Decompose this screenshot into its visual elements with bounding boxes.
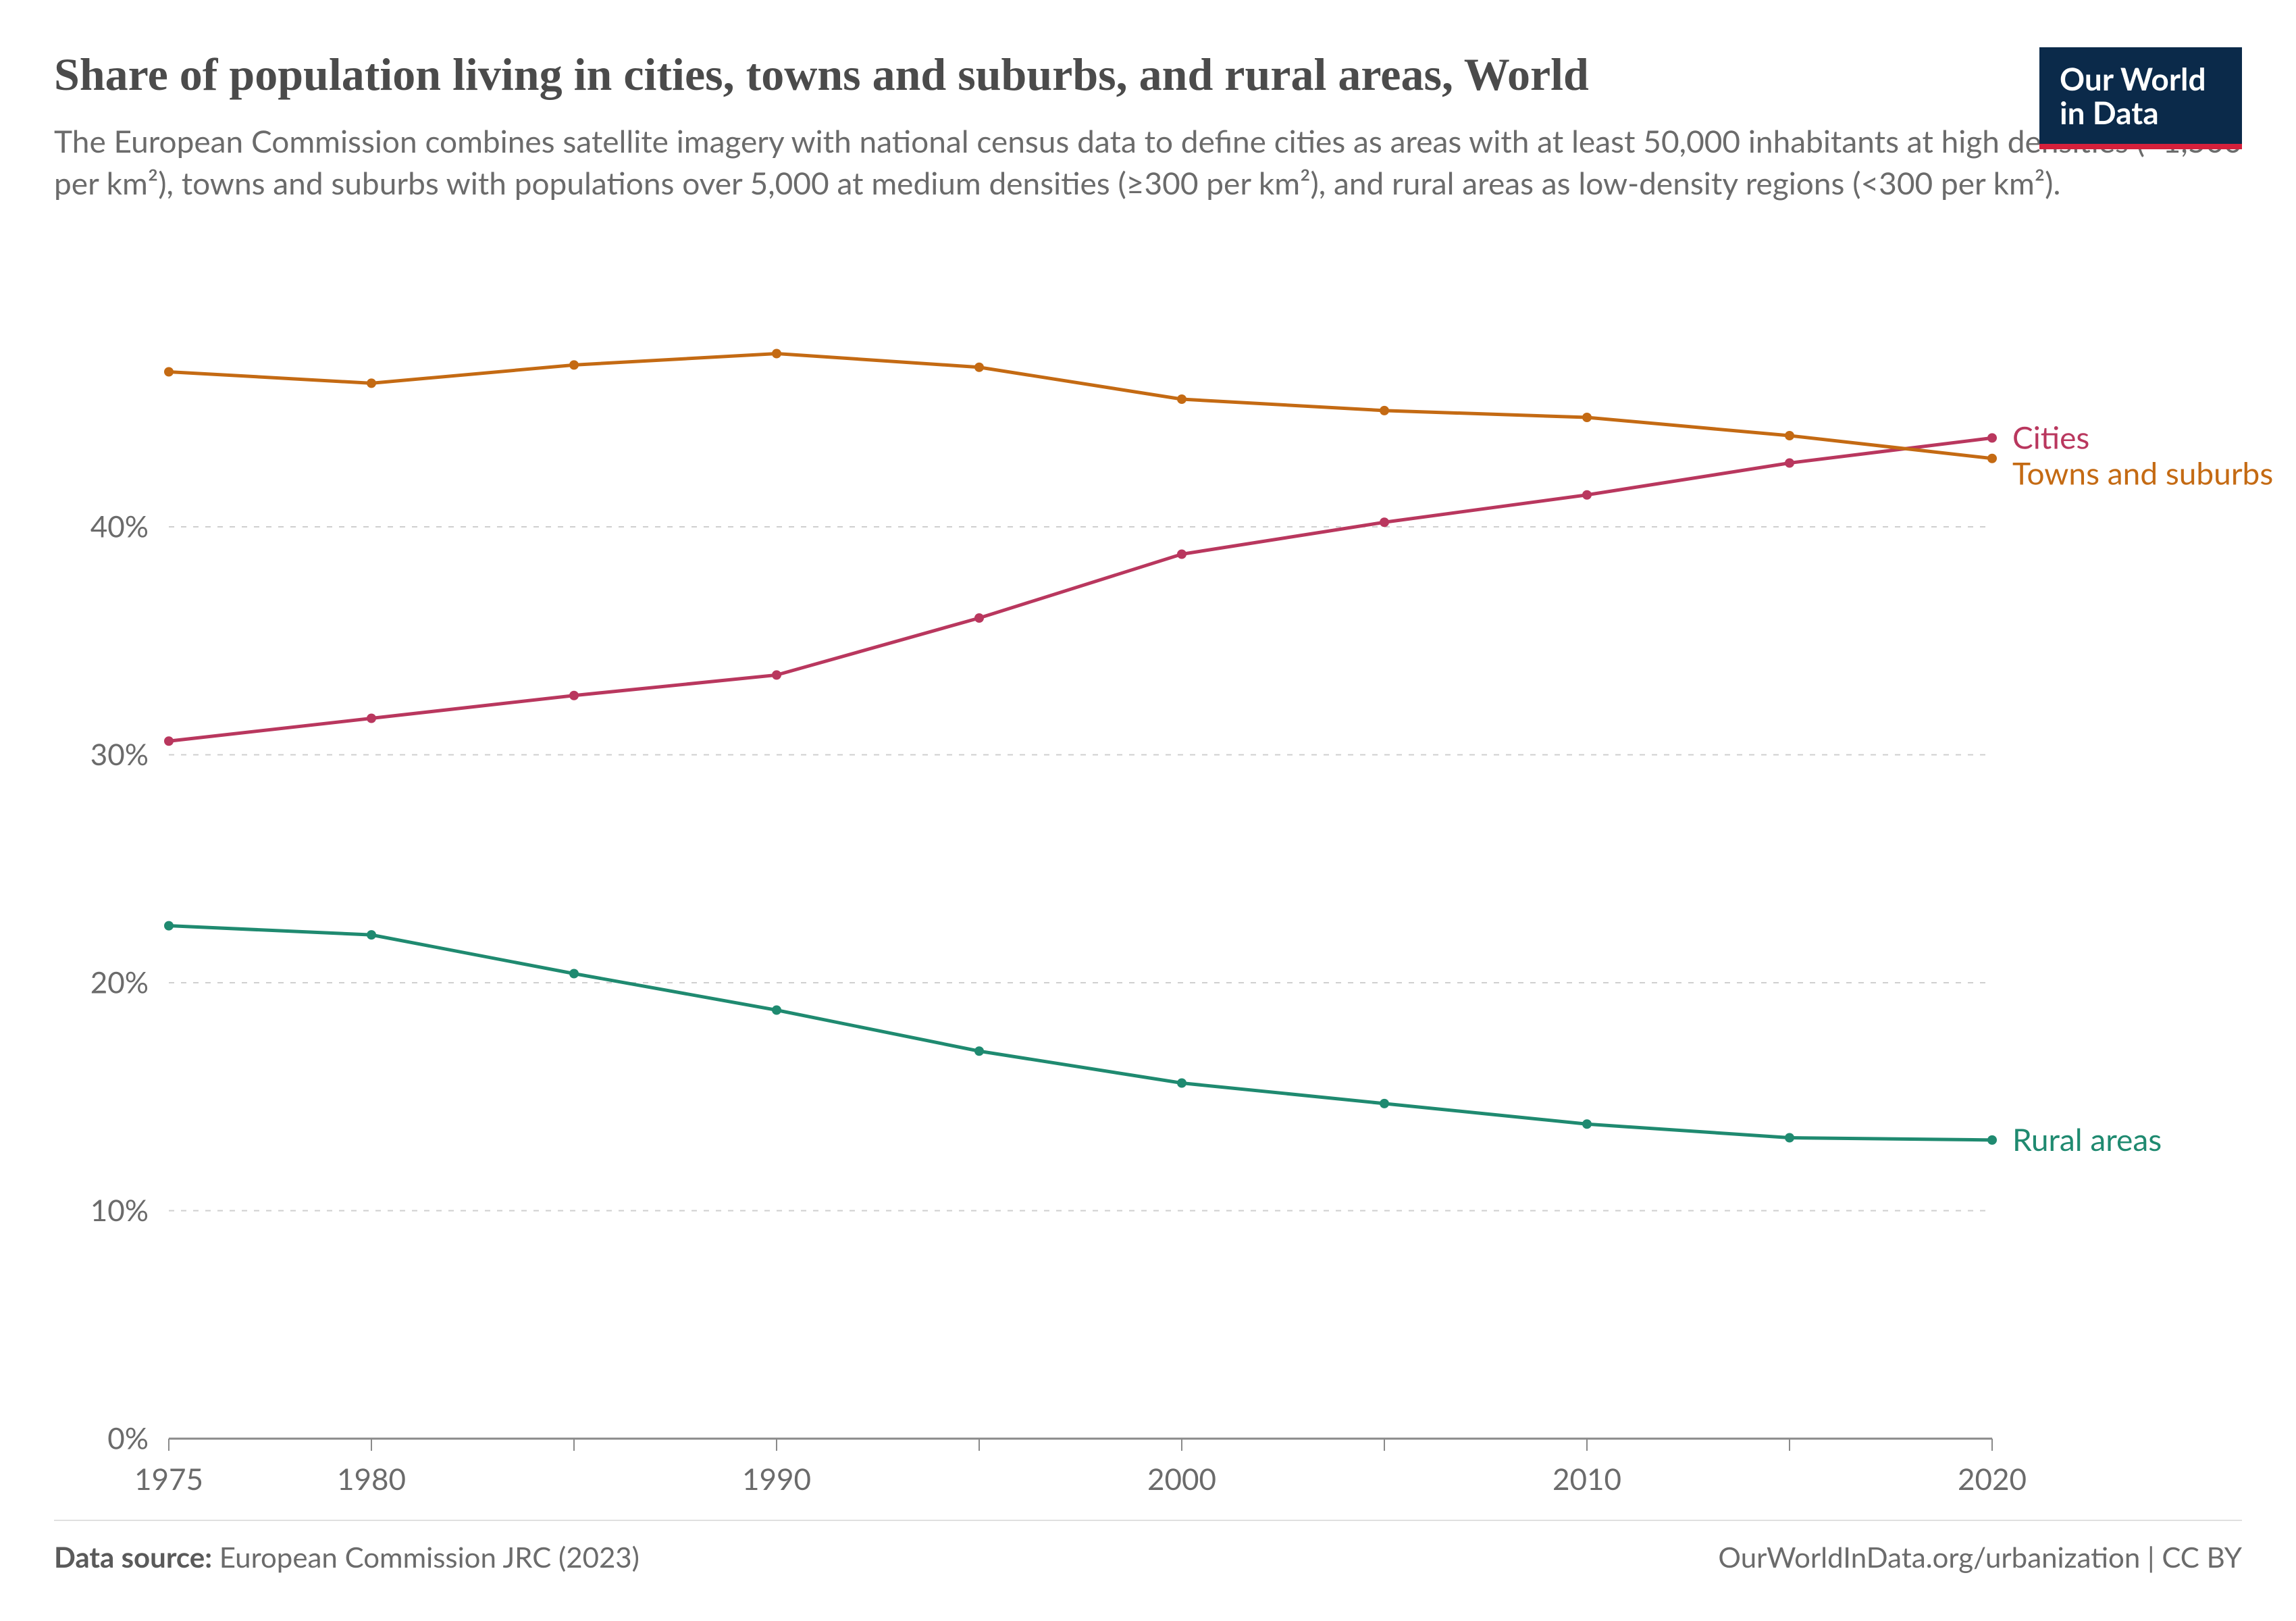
series-line-towns (169, 354, 1992, 459)
attribution: OurWorldInData.org/urbanization | CC BY (1718, 1540, 2242, 1574)
series-marker-rural (164, 921, 174, 931)
chart-footer: Data source: European Commission JRC (20… (54, 1520, 2242, 1574)
series-marker-towns (1380, 406, 1389, 415)
series-marker-cities (569, 691, 579, 700)
series-line-cities (169, 438, 1992, 741)
series-marker-towns (1177, 394, 1186, 404)
y-tick-label: 30% (90, 737, 149, 772)
x-tick-label: 2000 (1147, 1462, 1216, 1497)
series-marker-cities (1785, 459, 1794, 468)
series-marker-rural (569, 969, 579, 979)
series-marker-towns (164, 367, 174, 377)
y-tick-label: 0% (107, 1420, 149, 1456)
series-line-rural (169, 926, 1992, 1140)
series-marker-cities (367, 714, 376, 723)
data-source: Data source: European Commission JRC (20… (54, 1540, 640, 1574)
x-tick-label: 1990 (742, 1462, 811, 1497)
line-chart: 0%10%20%30%40%197519801990200020102020Ci… (54, 331, 2242, 1493)
series-marker-rural (1177, 1079, 1186, 1088)
data-source-value: European Commission JRC (2023) (219, 1540, 640, 1574)
series-marker-cities (164, 736, 174, 746)
series-marker-rural (367, 930, 376, 940)
series-marker-cities (772, 670, 781, 679)
series-marker-towns (772, 349, 781, 359)
logo-line-1: Our World (2060, 62, 2222, 96)
chart-subtitle: The European Commission combines satelli… (54, 120, 2242, 204)
logo-underline (2039, 144, 2242, 149)
series-marker-towns (974, 363, 984, 372)
chart-svg: 0% 10% 20% 30% 40% 1975 1980 1990 2000 2010 2020 Ci… (54, 331, 2296, 1520)
series-marker-cities (1582, 490, 1592, 500)
series-marker-cities (974, 613, 984, 623)
series-label-rural: Rural areas (2012, 1121, 2162, 1158)
x-tick-label: 2010 (1553, 1462, 1621, 1497)
series-marker-rural (1380, 1099, 1389, 1108)
series-marker-rural (974, 1046, 984, 1056)
y-tick-label: 40% (90, 509, 149, 544)
logo-line-2: in Data (2060, 96, 2222, 130)
series-marker-towns (367, 378, 376, 388)
series-marker-cities (1987, 433, 1997, 442)
data-source-label: Data source: (54, 1540, 212, 1574)
series-marker-cities (1380, 517, 1389, 527)
x-tick-label: 2020 (1958, 1462, 2027, 1497)
series-marker-towns (1582, 413, 1592, 422)
series-marker-rural (1987, 1135, 1997, 1145)
series-marker-rural (772, 1006, 781, 1015)
owid-logo: Our World in Data (2039, 47, 2242, 144)
series-marker-towns (569, 360, 579, 369)
series-marker-rural (1785, 1133, 1794, 1143)
y-tick-label: 20% (90, 964, 149, 1000)
series-marker-towns (1987, 454, 1997, 463)
y-tick-label: 10% (90, 1193, 149, 1228)
series-label-cities: Cities (2012, 418, 2089, 455)
x-tick-label: 1980 (337, 1462, 406, 1497)
series-marker-towns (1785, 431, 1794, 440)
chart-title: Share of population living in cities, to… (54, 47, 1945, 101)
series-marker-rural (1582, 1119, 1592, 1129)
x-tick-label: 1975 (134, 1462, 203, 1497)
series-marker-cities (1177, 550, 1186, 559)
series-label-towns: Towns and suburbs (2012, 454, 2273, 491)
